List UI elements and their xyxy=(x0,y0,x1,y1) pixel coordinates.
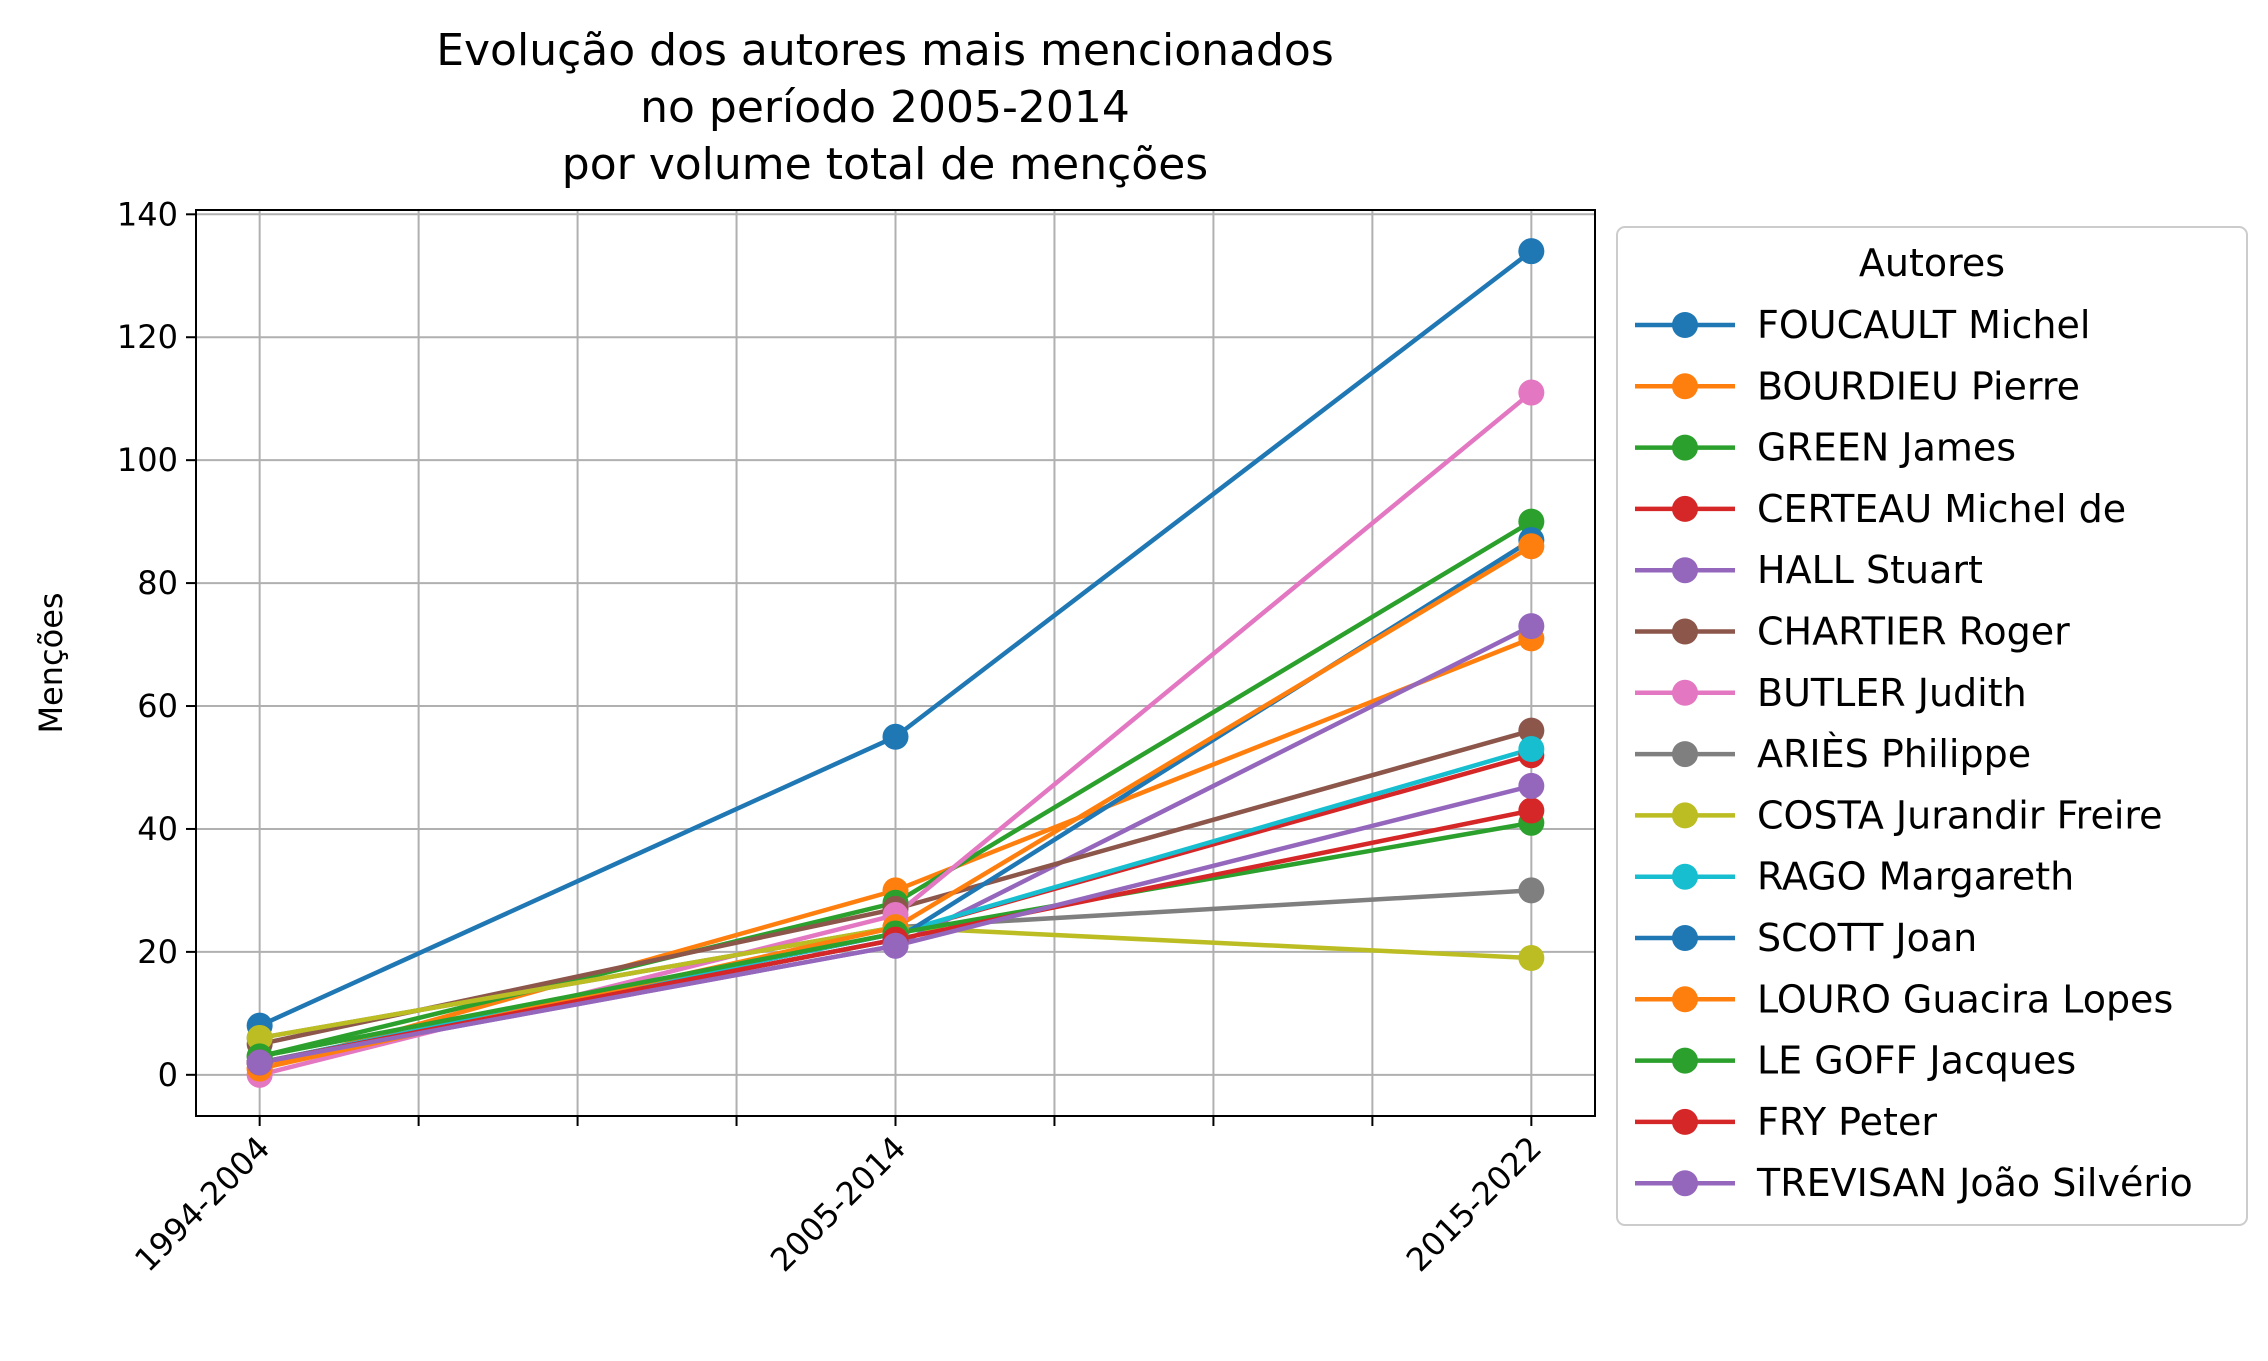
data-point xyxy=(1518,613,1545,640)
y-tick-label: 20 xyxy=(137,933,178,971)
data-point xyxy=(246,1049,273,1076)
data-point xyxy=(882,932,909,959)
legend-label: TREVISAN João Silvério xyxy=(1756,1161,2193,1205)
legend-label: LE GOFF Jacques xyxy=(1757,1039,2076,1083)
title-line-1: Evolução dos autores mais mencionados xyxy=(436,25,1334,76)
legend-item: TREVISAN João Silvério xyxy=(1635,1161,2193,1205)
legend-item: ARIÈS Philippe xyxy=(1635,732,2031,776)
legend-label: LOURO Guacira Lopes xyxy=(1757,977,2173,1021)
legend-item: SCOTT Joan xyxy=(1635,916,1977,960)
legend-item: CHARTIER Roger xyxy=(1635,610,2070,654)
legend-label: ARIÈS Philippe xyxy=(1757,732,2031,776)
data-point xyxy=(1518,772,1545,799)
legend-label: HALL Stuart xyxy=(1757,548,1983,592)
legend-marker xyxy=(1672,557,1698,584)
y-tick-label: 0 xyxy=(158,1056,178,1094)
data-point xyxy=(246,1024,273,1051)
legend-item: RAGO Margareth xyxy=(1635,855,2074,899)
legend-label: GREEN James xyxy=(1757,426,2016,470)
legend-marker xyxy=(1672,1047,1698,1074)
legend-marker xyxy=(1672,373,1698,400)
y-tick-label: 100 xyxy=(117,441,178,479)
legend-item: LE GOFF Jacques xyxy=(1635,1039,2076,1083)
legend-marker xyxy=(1672,618,1698,645)
legend-marker xyxy=(1672,986,1698,1013)
legend-label: CERTEAU Michel de xyxy=(1757,487,2126,531)
legend-marker xyxy=(1672,863,1698,890)
data-point xyxy=(1518,717,1545,744)
legend-item: HALL Stuart xyxy=(1635,548,1983,592)
legend-item: CERTEAU Michel de xyxy=(1635,487,2126,531)
legend-marker xyxy=(1672,679,1698,706)
legend-item: BUTLER Judith xyxy=(1635,671,2027,715)
data-point xyxy=(1518,533,1545,560)
legend-frame xyxy=(1616,226,2248,1226)
legend-item: COSTA Jurandir Freire xyxy=(1635,793,2163,837)
legend-item: GREEN James xyxy=(1635,426,2016,470)
title-line-3: por volume total de menções xyxy=(562,139,1208,190)
legend-marker xyxy=(1672,925,1698,951)
data-point xyxy=(882,723,909,750)
y-axis-label: Menções xyxy=(32,592,70,733)
legend-item: LOURO Guacira Lopes xyxy=(1635,977,2173,1021)
data-point xyxy=(1518,877,1545,904)
legend-label: SCOTT Joan xyxy=(1757,916,1977,960)
legend-label: FOUCAULT Michel xyxy=(1757,303,2090,347)
legend-item: BOURDIEU Pierre xyxy=(1635,364,2080,408)
legend-label: COSTA Jurandir Freire xyxy=(1757,793,2163,837)
legend-marker xyxy=(1672,434,1698,461)
legend-title: Autores xyxy=(1859,241,2005,285)
title-line-2: no período 2005-2014 xyxy=(640,82,1130,133)
y-tick-label: 40 xyxy=(137,810,178,848)
legend-label: FRY Peter xyxy=(1757,1100,1937,1144)
y-tick-label: 80 xyxy=(137,564,178,602)
data-point xyxy=(1518,508,1545,535)
data-point xyxy=(1518,379,1545,406)
legend-items: FOUCAULT Michel BOURDIEU Pierre GREEN Jame… xyxy=(1635,303,2193,1205)
y-tick-label: 140 xyxy=(117,195,178,233)
data-point xyxy=(1518,736,1545,763)
data-point xyxy=(1518,238,1545,265)
legend: Autores FOUCAULT Michel BOURDIEU Pierre GR… xyxy=(1616,226,2248,1226)
legend-item: FRY Peter xyxy=(1635,1100,1937,1144)
legend-marker xyxy=(1672,1170,1698,1197)
legend-label: BOURDIEU Pierre xyxy=(1757,364,2080,408)
chart-title: Evolução dos autores mais mencionados no… xyxy=(436,25,1334,190)
legend-label: CHARTIER Roger xyxy=(1757,610,2070,654)
series-markers xyxy=(246,238,1545,1088)
legend-marker xyxy=(1672,802,1698,829)
legend-label: RAGO Margareth xyxy=(1757,855,2074,899)
y-tick-label: 60 xyxy=(137,687,178,725)
legend-marker xyxy=(1672,1108,1698,1135)
legend-marker xyxy=(1672,495,1698,522)
data-point xyxy=(1518,945,1545,972)
y-tick-label: 120 xyxy=(117,318,178,356)
legend-marker xyxy=(1672,312,1698,338)
data-point xyxy=(1518,797,1545,824)
y-axis: 0 20 40 60 80 100 120 140 xyxy=(117,195,196,1094)
legend-marker xyxy=(1672,741,1698,768)
legend-label: BUTLER Judith xyxy=(1757,671,2027,715)
legend-item: FOUCAULT Michel xyxy=(1635,303,2090,347)
